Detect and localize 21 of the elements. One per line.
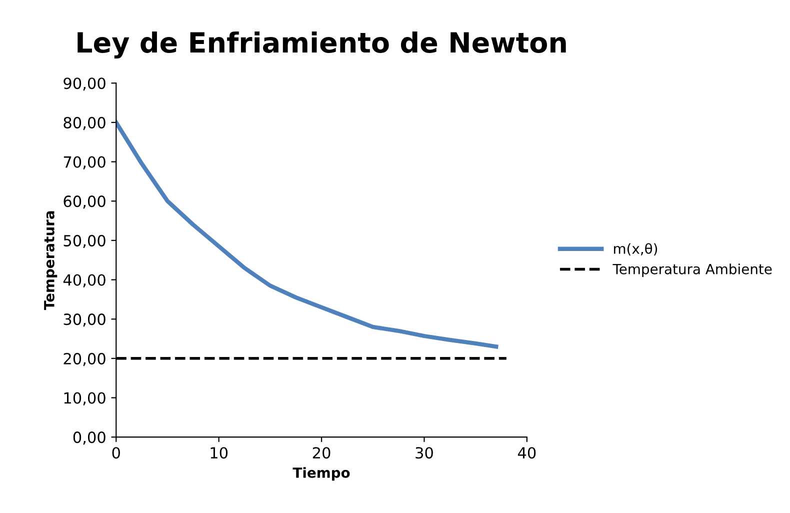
x-tick-label: 20 xyxy=(312,447,330,459)
y-tick-label: 30,00 xyxy=(64,314,106,327)
legend-label: m(x,θ) xyxy=(614,243,658,256)
line-series xyxy=(116,120,498,349)
y-tick-label: 70,00 xyxy=(64,156,106,170)
y-tick-label: 10,00 xyxy=(64,392,106,406)
y-tick-label: 40,00 xyxy=(63,274,106,288)
x-tick-label: 10 xyxy=(210,447,228,459)
y-tick-label: 50,00 xyxy=(64,234,106,248)
x-tick-label: 30 xyxy=(416,447,433,459)
y-tick-label: 80,00 xyxy=(64,116,106,130)
x-axis-title: Tiempo xyxy=(292,467,350,481)
chart-title: Ley de Enfriamiento de Newton xyxy=(78,31,566,59)
legend-label: Temperatura Ambiente xyxy=(612,264,772,278)
y-tick-label: 0,00 xyxy=(73,432,106,445)
x-tick-label: 0 xyxy=(112,447,120,459)
y-tick-label: 60,00 xyxy=(64,196,106,209)
y-tick-label: 90,00 xyxy=(64,78,106,91)
x-tick-label: 40 xyxy=(518,447,536,459)
y-axis-title: Temperatura xyxy=(44,211,58,310)
y-tick-label: 20,00 xyxy=(64,352,106,366)
